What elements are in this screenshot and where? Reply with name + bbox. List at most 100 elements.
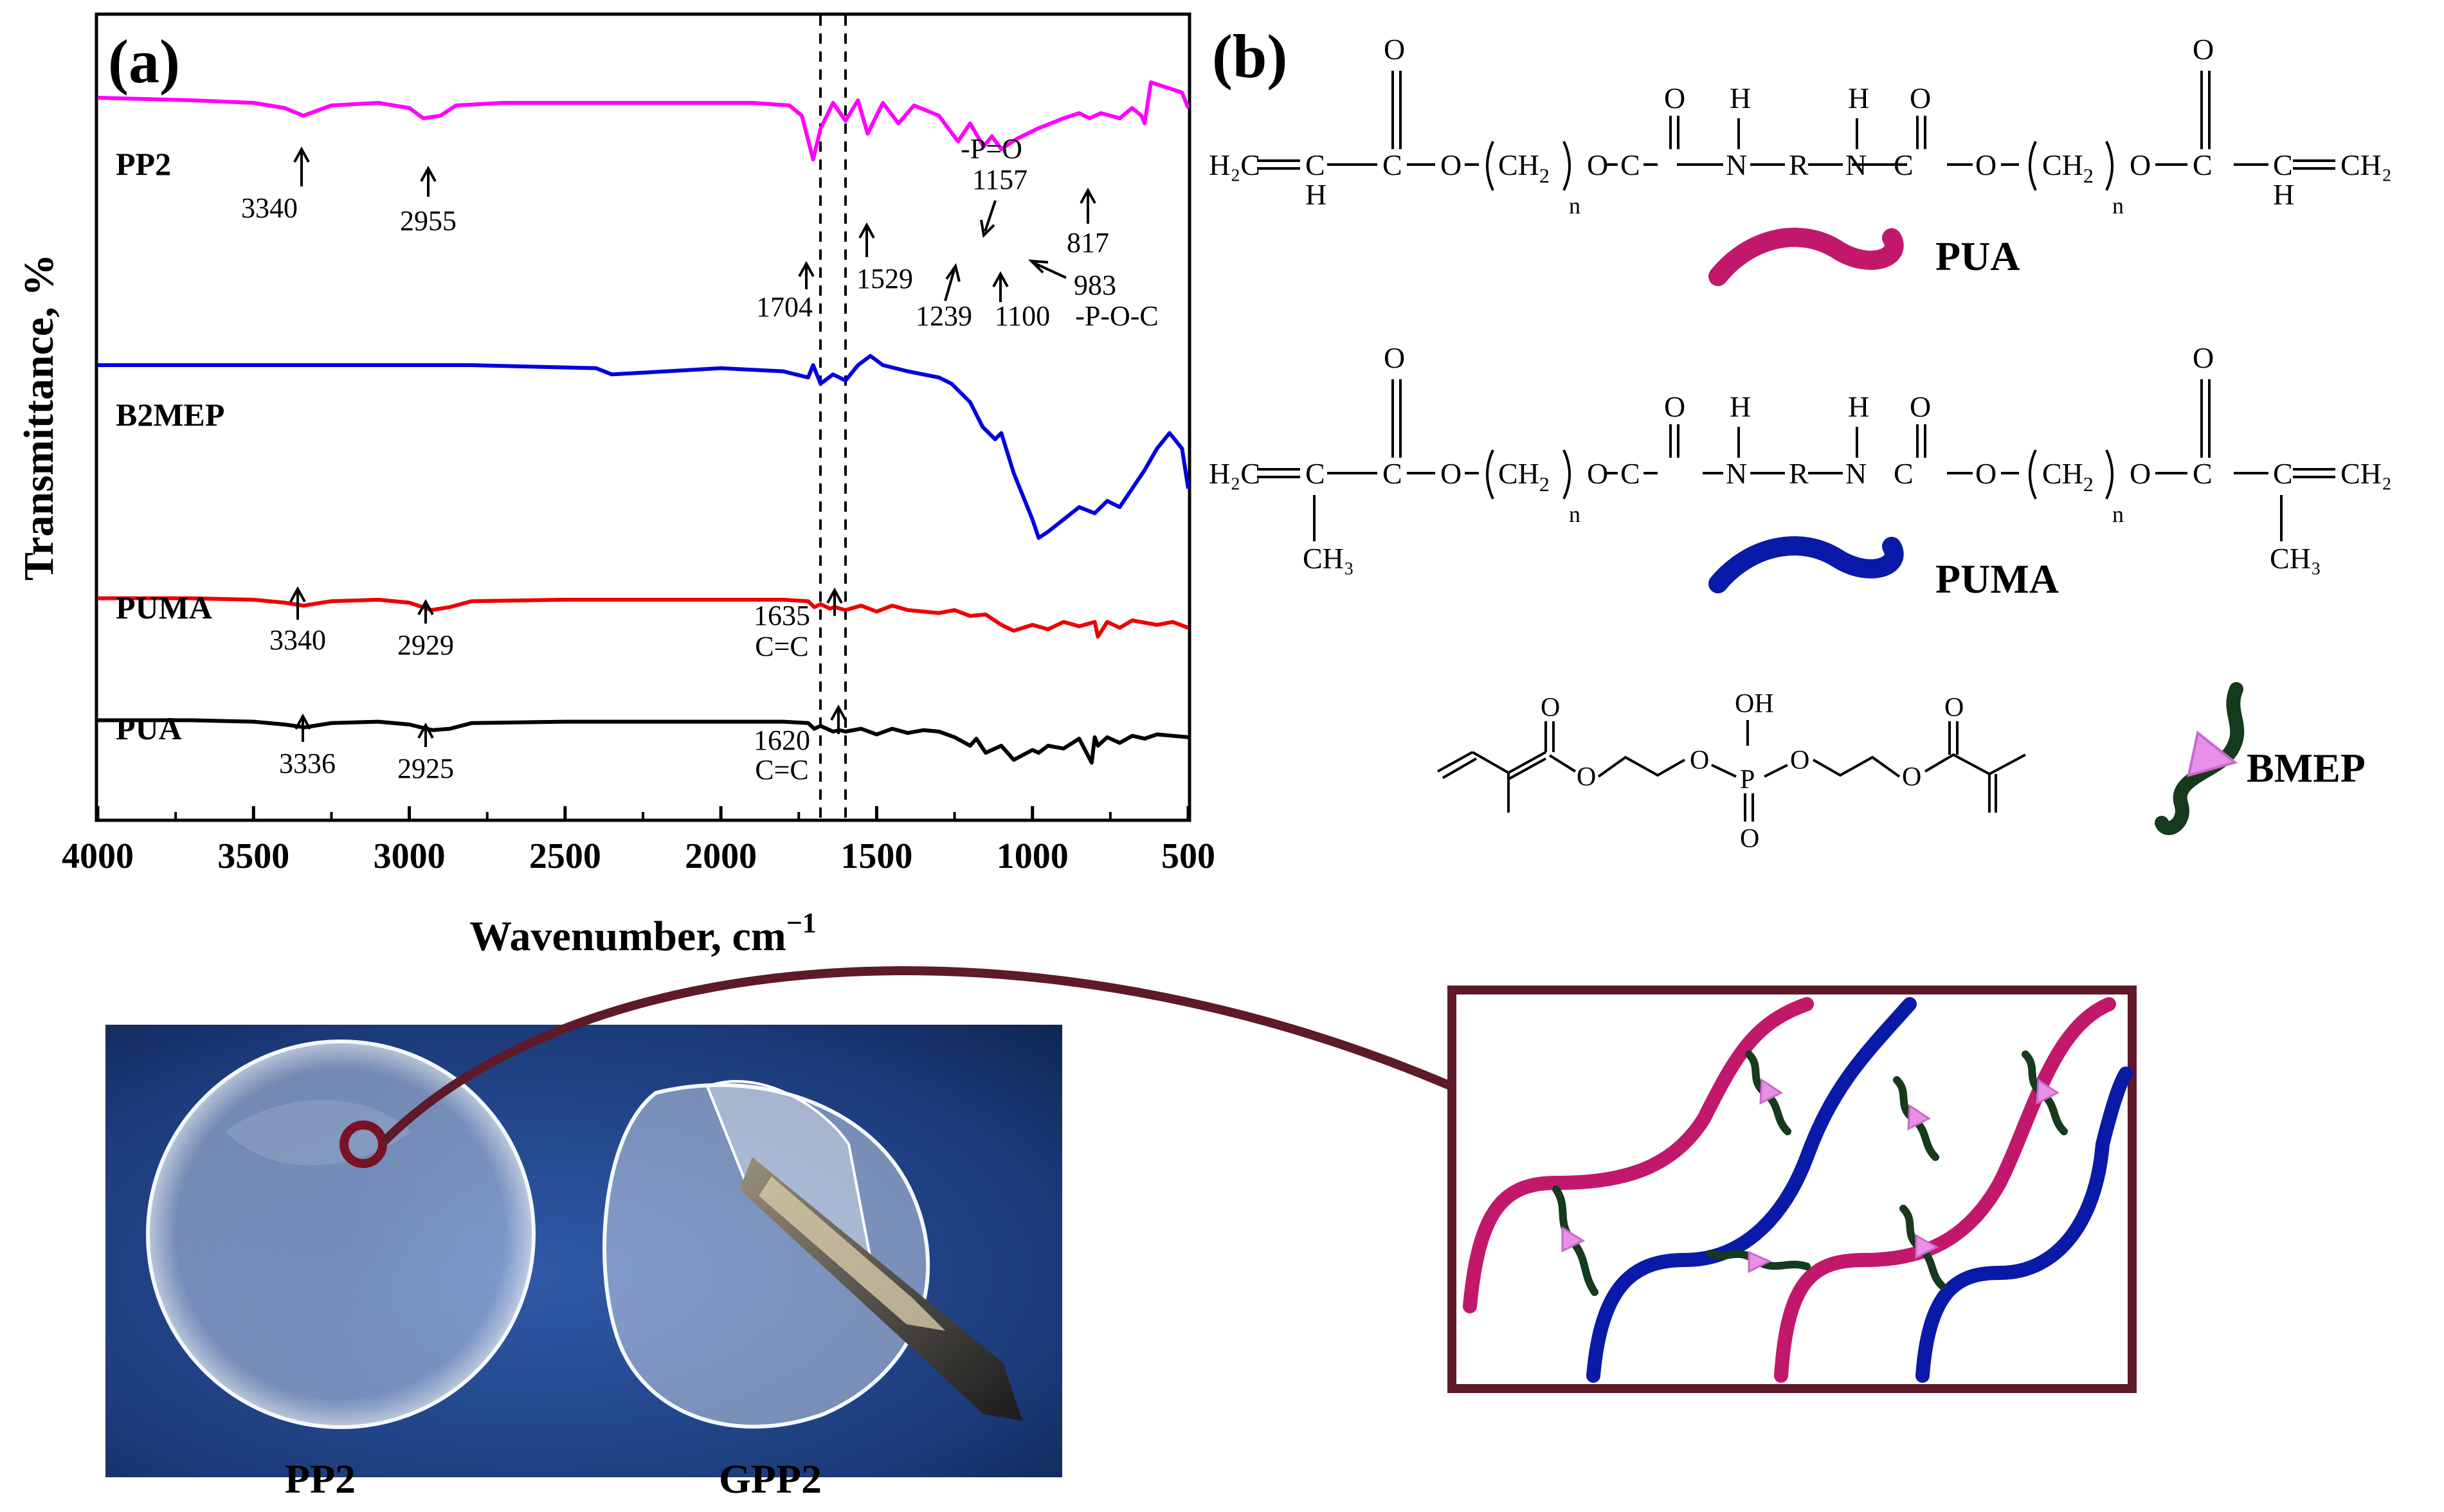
structures-panel: (b) H₂C C H C O n O H N R H N O n O C H … [1209,22,2392,854]
sample-photo [105,1025,1062,1477]
pua-n1: N [1726,148,1747,181]
pua-chain-text-8: O [2130,148,2151,181]
bmep-o-right: O [1902,762,1921,792]
pua-n-sub2: n [2112,193,2124,219]
peak-1529-pp2: 1529 [856,263,913,294]
puma-h1: H [1730,390,1751,423]
pua-chain-text-7: CH2 [2042,148,2094,187]
plot-frame [95,12,1191,822]
pp2-disc-haze [225,1100,412,1166]
pua-n-sub1: n [1569,193,1580,219]
pua-c-right: C [2273,148,2293,181]
peak-3340-puma: 3340 [269,624,326,656]
series-label-puma: PUMA [116,590,212,626]
puma-ch3-left: CH₃ [1303,542,1354,575]
arrow-3340-puma [289,586,306,620]
series-line-b2mep [98,354,1190,540]
bmep-skeleton [1437,720,2026,822]
bmep-structure: O O O OH P O O O O [1437,689,2026,854]
bmep-legend-label: BMEP [2247,745,2366,791]
pua-chain-text-3: O [1587,148,1608,181]
pua-chain-text-4: C [1620,148,1640,181]
peak-1239-pp2: 1239 [916,300,972,332]
arrow-1100-pp2 [992,271,1009,302]
pua-structure: H₂C C H C O n O H N R H N O n O C H CH₂ … [1209,33,2392,219]
gpp2-film [602,1083,930,1429]
series-label-pua: PUA [116,710,182,746]
cc-label-pua: C=C [755,754,809,786]
arrow-1239-pp2 [944,263,961,302]
pua-h2c: H₂C [1209,148,1260,181]
arrow-3336-pua [294,713,311,742]
x-tick-label-2500: 2500 [529,836,601,876]
label-p-double-o: -P=O [961,133,1022,165]
arrow-1529-pp2 [858,222,875,257]
series-line-pp2 [97,80,1190,161]
x-tick-label-3500: 3500 [217,836,289,876]
pp2-disc [146,1040,536,1429]
ftir-panel: (a) 4000 3500 3000 2500 2000 1500 1000 500 Tran… [15,12,1215,960]
puma-bonds [1257,379,2335,541]
series-line-pua [98,718,1189,765]
peak-3336-pua: 3336 [279,748,336,779]
pua-bonds [1257,71,2335,170]
pua-h1: H [1730,82,1751,114]
puma-legend-curve [1708,536,1904,593]
pua-legend-label: PUA [1935,233,2020,279]
peak-1635-puma: 1635 [754,600,810,631]
photo-label-pp2: PP2 [285,1456,356,1502]
puma-n1: N [1726,457,1747,490]
x-axis-label-main: Wavenumber, cm [469,913,786,960]
puma-r: R [1789,457,1809,490]
peak-1704-pp2: 1704 [756,291,813,323]
arrow-1157-pp2 [980,200,997,239]
puma-c1: C [1305,457,1325,490]
photo-label-gpp2: GPP2 [719,1456,822,1502]
bmep-oh: OH [1735,689,1774,719]
pua-o-top1: O [1384,33,1405,66]
pua-chain-text-2: CH2 [1498,148,1550,187]
puma-h2c: H₂C [1209,457,1260,490]
x-tick-label-1000: 1000 [997,836,1069,876]
puma-n2: N [1845,457,1867,490]
puma-n-sub1: n [1569,501,1580,527]
bmep-p: P [1740,765,1755,795]
x-axis-ticks: 4000 3500 3000 2500 2000 1500 1000 500 [62,806,1215,876]
pua-h-sub2: H [2273,178,2294,211]
arrow-2955-pp2 [420,165,437,197]
pua-o-top2: O [1664,82,1685,114]
pua-o-top4: O [2193,33,2214,66]
pua-chains [1463,997,2116,1383]
pua-ch2: CH₂ [2340,148,2392,181]
panel-b-label: (b) [1212,22,1287,91]
puma-o-top2: O [1664,390,1685,423]
puma-chain-text-8: O [2130,457,2151,490]
peak-1157-pp2: 1157 [972,164,1027,195]
pua-chain-text-1: O [1440,148,1462,181]
puma-chain-text-4: C [1620,457,1640,490]
pua-chain-text-6: O [1975,148,1996,181]
pua-o-top3: O [1910,82,1931,114]
peak-1100-pp2: 1100 [995,300,1050,332]
series-label-b2mep: B2MEP [116,397,224,433]
pp2-annotations: 3340 2955 1704 1529 -P=O 1157 1239 1100 … [241,133,1159,332]
arrow-1704-pp2 [798,260,815,289]
puma-chains [1586,997,2133,1383]
puma-chain-text-6: O [1975,457,1996,490]
bmep-o-left: O [1577,762,1596,792]
peak-2925-pua: 2925 [397,753,454,784]
puma-h2: H [1848,390,1869,423]
puma-chain-text-3: O [1587,457,1608,490]
pua-annotations: 3336 2925 1620 C=C [279,704,847,786]
series-label-pp2: PP2 [116,146,171,182]
pua-chain-text-9: C [2193,148,2213,181]
puma-c-right: C [2273,457,2293,490]
pua-legend-curve [1708,228,1904,286]
arrow-1635-puma [826,587,843,616]
peak-1620-pua: 1620 [754,724,810,756]
arrow-2925-pua [417,722,434,747]
tweezer-tip [759,1176,945,1331]
puma-o-top3: O [1910,390,1931,423]
peak-2955-pp2: 2955 [400,205,457,237]
